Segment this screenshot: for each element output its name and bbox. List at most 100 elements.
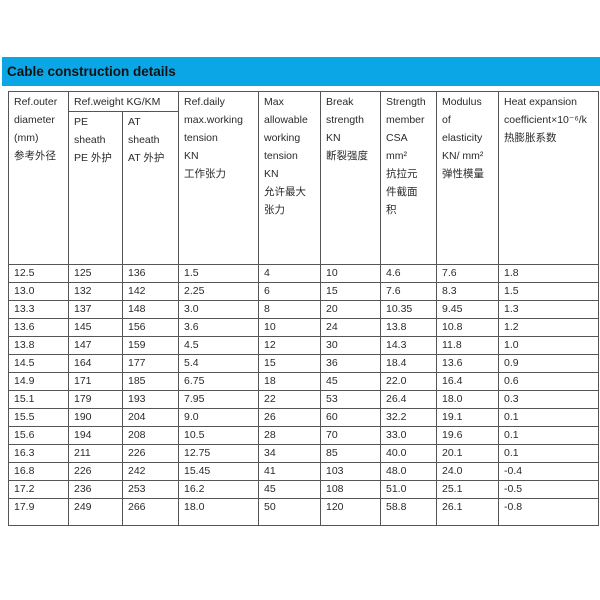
- table-cell: 1.0: [498, 336, 599, 355]
- table-row: 15.6 194 208 10.5 28 70 33.0 19.6 0.1: [8, 426, 599, 445]
- table-cell: 193: [122, 390, 179, 409]
- table-cell: 4.6: [380, 264, 437, 283]
- table-cell: 6: [258, 282, 321, 301]
- table-cell: 19.6: [436, 426, 499, 445]
- table-row: 13.8 147 159 4.5 12 30 14.3 11.8 1.0: [8, 336, 599, 355]
- table-cell: 16.8: [8, 462, 69, 481]
- table-cell: 22: [258, 390, 321, 409]
- table-cell: -0.4: [498, 462, 599, 481]
- table-cell: 18.4: [380, 354, 437, 373]
- table-cell: 1.3: [498, 300, 599, 319]
- table-cell: 26.4: [380, 390, 437, 409]
- table-cell: 142: [122, 282, 179, 301]
- table-cell: 137: [68, 300, 123, 319]
- table-cell: 10: [320, 264, 381, 283]
- table-cell: 17.9: [8, 498, 69, 526]
- table-cell: 164: [68, 354, 123, 373]
- table-cell: 1.2: [498, 318, 599, 337]
- table-cell: 147: [68, 336, 123, 355]
- table-cell: 0.9: [498, 354, 599, 373]
- table-cell: 194: [68, 426, 123, 445]
- table-cell: 0.3: [498, 390, 599, 409]
- table-cell: 15: [258, 354, 321, 373]
- table-cell: 9.45: [436, 300, 499, 319]
- table-cell: 53: [320, 390, 381, 409]
- table-cell: 1.5: [498, 282, 599, 301]
- table-cell: 48.0: [380, 462, 437, 481]
- table-cell: 45: [320, 372, 381, 391]
- table-cell: 249: [68, 498, 123, 526]
- table-cell: 125: [68, 264, 123, 283]
- table-cell: 226: [68, 462, 123, 481]
- table-cell: 32.2: [380, 408, 437, 427]
- table-cell: 185: [122, 372, 179, 391]
- cable-construction-table: Ref.outer diameter (mm) 参考外径 Ref.weight …: [8, 91, 599, 526]
- header-weight: Ref.weight KG/KM: [68, 91, 179, 112]
- table-cell: 3.0: [178, 300, 259, 319]
- table-cell: 15.1: [8, 390, 69, 409]
- table-row: 15.5 190 204 9.0 26 60 32.2 19.1 0.1: [8, 408, 599, 427]
- table-cell: 14.5: [8, 354, 69, 373]
- table-cell: 4.5: [178, 336, 259, 355]
- table-cell: 9.0: [178, 408, 259, 427]
- table-cell: 136: [122, 264, 179, 283]
- table-cell: 12.75: [178, 444, 259, 463]
- table-cell: 22.0: [380, 372, 437, 391]
- table-cell: 15.5: [8, 408, 69, 427]
- table-cell: 211: [68, 444, 123, 463]
- header-heat-expansion: Heat expansion coefficient×10⁻⁶/k 热膨胀系数: [498, 91, 599, 265]
- table-cell: 13.6: [8, 318, 69, 337]
- table-cell: 190: [68, 408, 123, 427]
- table-cell: 177: [122, 354, 179, 373]
- table-cell: 145: [68, 318, 123, 337]
- table-row: 16.8 226 242 15.45 41 103 48.0 24.0 -0.4: [8, 462, 599, 481]
- table-cell: 236: [68, 480, 123, 499]
- table-cell: 4: [258, 264, 321, 283]
- table-cell: 33.0: [380, 426, 437, 445]
- table-row: 13.3 137 148 3.0 8 20 10.35 9.45 1.3: [8, 300, 599, 319]
- table-cell: 26: [258, 408, 321, 427]
- table-cell: 10.8: [436, 318, 499, 337]
- table-cell: 13.3: [8, 300, 69, 319]
- header-strength-member: Strength member CSA mm² 抗拉元 件截面 积: [380, 91, 437, 265]
- table-cell: 10.35: [380, 300, 437, 319]
- table-cell: 18.0: [178, 498, 259, 526]
- table-cell: 20.1: [436, 444, 499, 463]
- table-cell: 34: [258, 444, 321, 463]
- section-banner: Cable construction details: [2, 57, 600, 86]
- table-cell: 208: [122, 426, 179, 445]
- table-row: 12.5 125 136 1.5 4 10 4.6 7.6 1.8: [8, 264, 599, 283]
- table-cell: 6.75: [178, 372, 259, 391]
- table-cell: 19.1: [436, 408, 499, 427]
- table-cell: 15.6: [8, 426, 69, 445]
- table-cell: 2.25: [178, 282, 259, 301]
- table-cell: 8.3: [436, 282, 499, 301]
- table-cell: 14.3: [380, 336, 437, 355]
- table-cell: 179: [68, 390, 123, 409]
- table-cell: 51.0: [380, 480, 437, 499]
- table-cell: 5.4: [178, 354, 259, 373]
- table-cell: -0.8: [498, 498, 599, 526]
- table-cell: 12: [258, 336, 321, 355]
- table-cell: 13.0: [8, 282, 69, 301]
- header-daily-tension: Ref.daily max.working tension KN 工作张力: [178, 91, 259, 265]
- table-cell: 28: [258, 426, 321, 445]
- table-cell: 16.2: [178, 480, 259, 499]
- table-cell: 11.8: [436, 336, 499, 355]
- table-cell: 7.6: [380, 282, 437, 301]
- table-cell: 36: [320, 354, 381, 373]
- table-cell: 41: [258, 462, 321, 481]
- table-cell: 14.9: [8, 372, 69, 391]
- header-at-sheath: AT sheath AT 外护: [122, 111, 179, 265]
- table-cell: 24.0: [436, 462, 499, 481]
- table-cell: 40.0: [380, 444, 437, 463]
- table-cell: 204: [122, 408, 179, 427]
- table-cell: 60: [320, 408, 381, 427]
- section-title: Cable construction details: [7, 64, 176, 79]
- table-cell: 58.8: [380, 498, 437, 526]
- header-max-tension: Max allowable working tension KN 允许最大 张力: [258, 91, 321, 265]
- table-cell: 253: [122, 480, 179, 499]
- table-cell: 16.3: [8, 444, 69, 463]
- table-cell: 120: [320, 498, 381, 526]
- header-break-strength: Break strength KN 断裂强度: [320, 91, 381, 265]
